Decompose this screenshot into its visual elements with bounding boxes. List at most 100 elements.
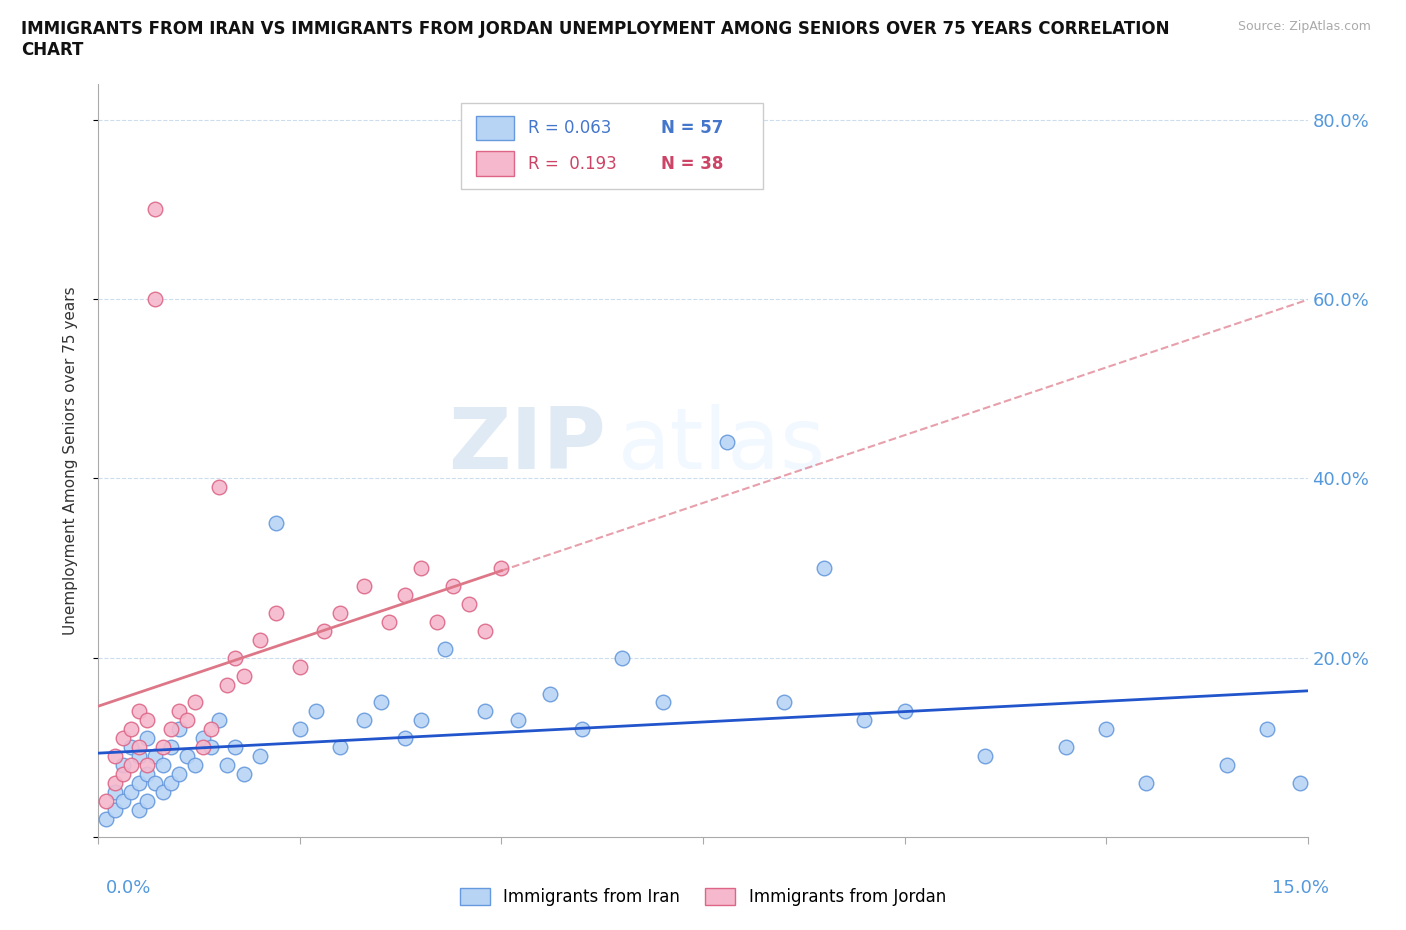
Point [103,785,125,800]
Text: R =  0.193: R = 0.193 [527,154,616,173]
Point [506,713,529,728]
Point [128,776,150,790]
Point [329,605,352,620]
Y-axis label: Unemployment Among Seniors over 75 years: Unemployment Among Seniors over 75 years [63,286,77,634]
Point [135,713,157,728]
Point [974,749,997,764]
Point [217,677,239,692]
Text: N = 38: N = 38 [661,154,723,173]
Text: IMMIGRANTS FROM IRAN VS IMMIGRANTS FROM JORDAN UNEMPLOYMENT AMONG SENIORS OVER 7: IMMIGRANTS FROM IRAN VS IMMIGRANTS FROM … [21,20,1170,60]
Point [128,803,150,817]
Point [193,731,215,746]
Point [167,722,190,737]
Point [612,650,634,665]
Point [143,202,166,217]
Point [128,749,150,764]
Point [329,740,352,755]
Point [143,291,166,306]
Point [772,695,794,710]
Point [288,722,311,737]
FancyBboxPatch shape [475,116,515,140]
Point [314,623,336,638]
Point [232,766,254,781]
Point [370,695,392,710]
Point [152,758,174,773]
Point [1135,776,1157,790]
Text: N = 57: N = 57 [661,119,723,137]
Point [434,642,457,657]
Text: ZIP: ZIP [449,404,606,486]
Point [474,704,496,719]
Point [96,812,118,827]
Point [120,722,142,737]
Point [152,785,174,800]
Point [200,722,222,737]
Point [128,740,150,755]
FancyBboxPatch shape [475,152,515,176]
Point [441,578,464,593]
Point [813,561,835,576]
FancyBboxPatch shape [461,102,763,189]
Point [409,561,432,576]
Point [377,615,399,630]
Point [120,758,142,773]
Point [208,713,231,728]
Point [394,588,416,603]
Point [571,722,593,737]
Point [135,766,157,781]
Point [176,713,198,728]
Point [1256,722,1278,737]
Point [893,704,915,719]
Point [1216,758,1239,773]
Point [491,561,513,576]
Point [264,605,287,620]
Point [193,740,215,755]
Point [143,776,166,790]
Point [538,686,561,701]
Point [353,713,375,728]
Point [232,668,254,683]
Point [184,758,207,773]
Point [353,578,375,593]
Point [853,713,876,728]
Point [160,740,183,755]
Point [160,722,183,737]
Point [160,776,183,790]
Point [305,704,328,719]
Point [208,480,231,495]
Point [103,776,125,790]
Point [1095,722,1118,737]
Point [716,435,738,450]
Point [217,758,239,773]
Point [135,758,157,773]
Point [167,704,190,719]
Point [224,650,246,665]
Point [111,758,134,773]
Text: atlas: atlas [619,404,827,486]
Point [128,704,150,719]
Point [264,515,287,530]
Point [143,749,166,764]
Point [135,731,157,746]
Point [103,803,125,817]
Text: 15.0%: 15.0% [1271,879,1329,897]
Point [200,740,222,755]
Point [426,615,449,630]
Point [167,766,190,781]
Point [651,695,673,710]
Point [120,785,142,800]
Point [1054,740,1077,755]
Point [458,596,481,611]
Point [111,793,134,808]
Point [474,623,496,638]
Point [184,695,207,710]
Point [249,632,271,647]
Point [111,766,134,781]
Point [224,740,246,755]
Point [120,740,142,755]
Point [103,749,125,764]
Text: R = 0.063: R = 0.063 [527,119,612,137]
Point [96,793,118,808]
Point [152,740,174,755]
Text: Source: ZipAtlas.com: Source: ZipAtlas.com [1237,20,1371,33]
